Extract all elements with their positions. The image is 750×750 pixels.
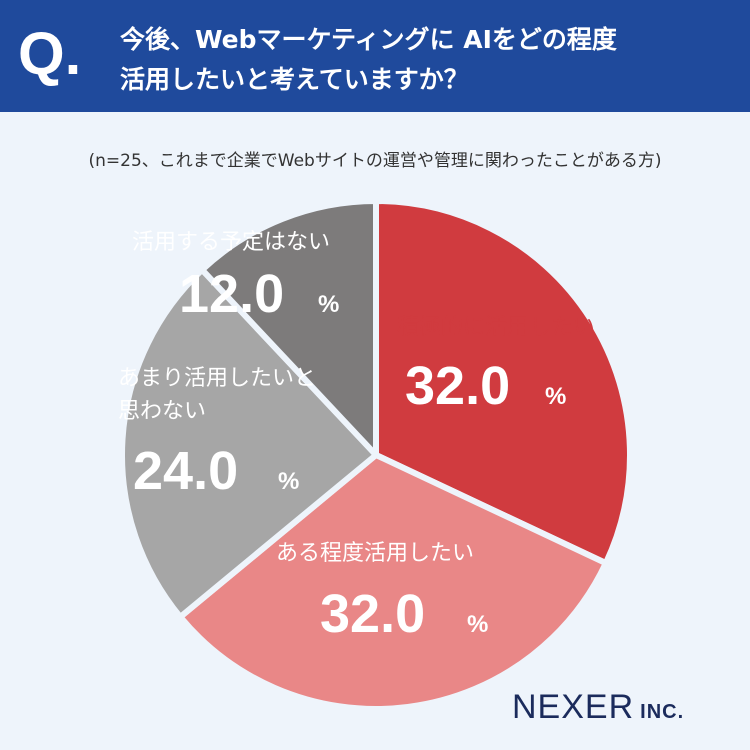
pie-slice-rather-not-use <box>119 266 379 620</box>
slice-value-actively-use: 32.0 <box>405 356 510 416</box>
pie-slice-no-plan <box>199 198 379 458</box>
slice-value-rather-not-use: 24.0 <box>133 441 238 501</box>
question-text-line-1: 今後、Webマーケティングに AIをどの程度 <box>120 25 617 54</box>
question-header: Q. 今後、Webマーケティングに AIをどの程度 活用したいと考えていますか？ <box>0 0 750 112</box>
slice-unit-actively-use: % <box>545 383 566 410</box>
pie-slice-actively-use <box>373 198 633 567</box>
pie-slices <box>119 198 633 712</box>
sample-note: (n=25、これまで企業でWebサイトの運営や管理に関わったことがある方) <box>88 151 662 171</box>
slice-value-no-plan: 12.0 <box>179 264 284 324</box>
question-text-line-2: 活用したいと考えていますか？ <box>120 65 469 94</box>
slice-unit-no-plan: % <box>318 291 339 318</box>
nexer-logo: NEXER INC. <box>512 688 684 727</box>
pie-slice-use-somewhat <box>177 452 609 712</box>
logo-main-text: NEXER <box>512 688 635 726</box>
slice-label-use-somewhat: ある程度活用したい <box>276 541 474 566</box>
slice-unit-use-somewhat: % <box>467 611 488 638</box>
slice-unit-rather-not-use: % <box>278 468 299 495</box>
slice-label-rather-not-use-line-1: あまり活用したいと <box>118 366 316 391</box>
question-mark: Q. <box>18 20 82 87</box>
slice-label-actively-use: 積極的に活用したい <box>397 315 595 340</box>
slice-label-rather-not-use-line-2: 思わない <box>118 399 206 424</box>
logo-sub-text: INC. <box>640 701 685 723</box>
slice-label-no-plan: 活用する予定はない <box>132 230 330 255</box>
slice-value-use-somewhat: 32.0 <box>320 584 425 644</box>
pie-labels: 積極的に活用したい 32.0 % ある程度活用したい 32.0 % あまり活用したいと思わな… <box>118 230 595 644</box>
